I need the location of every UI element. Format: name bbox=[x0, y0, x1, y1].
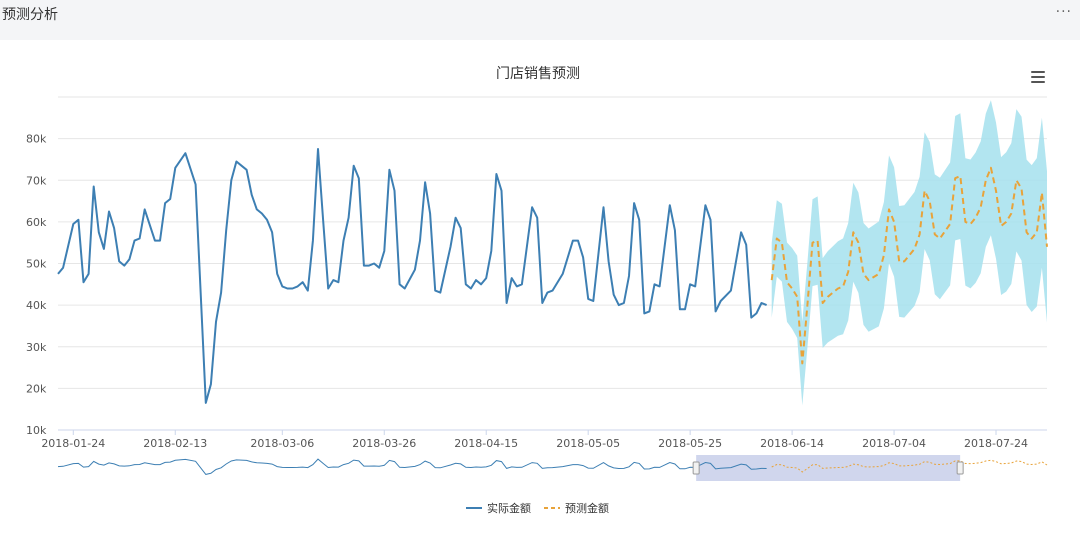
ellipsis-icon[interactable]: ··· bbox=[1055, 4, 1072, 20]
hamburger-menu-icon[interactable] bbox=[1031, 71, 1045, 83]
x-tick-label: 2018-04-15 bbox=[454, 437, 518, 450]
x-tick-label: 2018-03-06 bbox=[250, 437, 314, 450]
legend-label-forecast[interactable]: 预测金额 bbox=[565, 501, 609, 515]
series-line-actual bbox=[57, 148, 767, 404]
navigator-window bbox=[696, 455, 961, 481]
y-tick-label: 70k bbox=[26, 174, 47, 187]
y-tick-label: 60k bbox=[26, 216, 47, 229]
page-header: 预测分析 ··· bbox=[0, 0, 1080, 38]
navigator-line-forecast bbox=[771, 459, 1048, 473]
navigator-line-actual bbox=[57, 458, 767, 475]
y-tick-label: 40k bbox=[26, 299, 47, 312]
x-tick-label: 2018-07-04 bbox=[862, 437, 926, 450]
x-tick-label: 2018-05-05 bbox=[556, 437, 620, 450]
page-title: 预测分析 bbox=[2, 7, 58, 23]
x-tick-label: 2018-06-14 bbox=[760, 437, 824, 450]
y-tick-label: 20k bbox=[26, 382, 47, 395]
navigator-handle-left[interactable] bbox=[692, 461, 700, 475]
legend-label-actual[interactable]: 实际金额 bbox=[487, 501, 531, 515]
x-tick-label: 2018-02-13 bbox=[143, 437, 207, 450]
x-tick-label: 2018-07-24 bbox=[964, 437, 1028, 450]
x-tick-label: 2018-01-24 bbox=[41, 437, 105, 450]
y-tick-label: 50k bbox=[26, 258, 47, 271]
forecast-band bbox=[771, 100, 1047, 406]
y-tick-label: 10k bbox=[26, 424, 47, 437]
x-tick-label: 2018-05-25 bbox=[658, 437, 722, 450]
chart-title: 门店销售预测 bbox=[496, 66, 580, 82]
y-tick-label: 30k bbox=[26, 341, 47, 354]
y-tick-label: 80k bbox=[26, 133, 47, 146]
series-line-forecast bbox=[770, 166, 1048, 365]
x-tick-label: 2018-03-26 bbox=[352, 437, 416, 450]
navigator-handle-right[interactable] bbox=[956, 461, 964, 475]
